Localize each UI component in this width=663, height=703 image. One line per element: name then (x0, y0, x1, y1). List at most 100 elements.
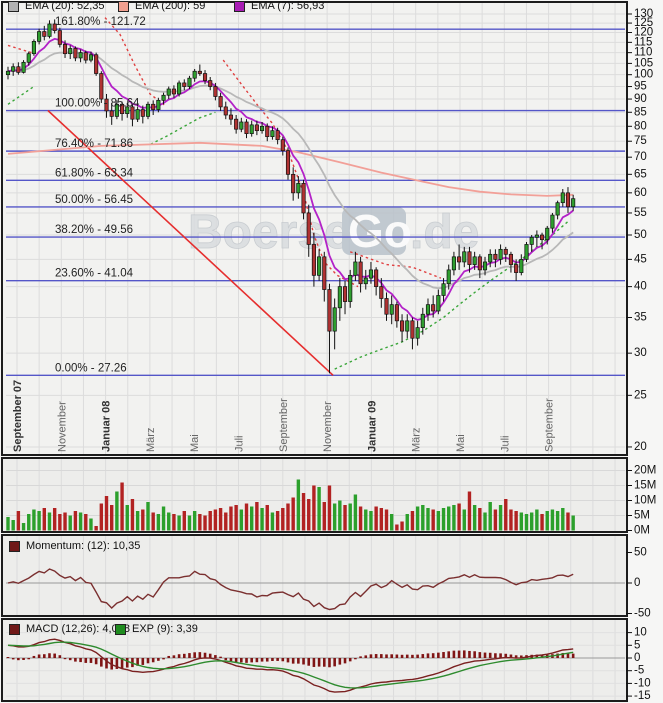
volume-tick-label: 10M (634, 495, 656, 507)
x-axis-label: Mai (455, 434, 467, 452)
ema200-label: EMA (200): 59 (135, 0, 206, 12)
volume-tick-label: 20M (634, 465, 656, 477)
momentum-label: Momentum: (12): 10,35 (26, 540, 141, 552)
volume-tick-label: 5M (634, 510, 650, 522)
macd-tick-label: -15 (634, 690, 651, 702)
vertical-gridlines (16, 3, 616, 700)
main-legend: EMA (20): 52,35 EMA (200): 59 EMA (7): 5… (0, 0, 663, 13)
momentum-tick-label: 50 (634, 547, 647, 559)
momentum-swatch (9, 540, 20, 552)
price-tick-label: 100 (634, 69, 653, 81)
x-axis-label: September (544, 398, 556, 452)
exp-label: EXP (9): 3,39 (132, 623, 198, 635)
x-axis-label: Januar 09 (366, 401, 378, 452)
watermark-text-pre: Boerse (188, 206, 351, 259)
fib-label: 76.40% - 71.86 (55, 138, 133, 150)
exp-swatch (115, 623, 126, 635)
price-tick-label: 20 (634, 441, 647, 453)
x-axis-label: November (322, 401, 334, 452)
price-tick-label: 50 (634, 229, 647, 241)
ema7-label: EMA (7): 56,93 (251, 0, 325, 12)
macd-line (7, 638, 574, 693)
x-axis-label: März (145, 428, 157, 452)
momentum-tick-label: 0 (634, 577, 640, 589)
x-axis-label: November (56, 401, 68, 452)
price-tick-label: 25 (634, 389, 647, 401)
watermark-text-post: .de (410, 206, 479, 259)
x-axis-label: Mai (189, 434, 201, 452)
series-layer (5, 17, 625, 693)
red-dotted-trailing-line (349, 251, 442, 279)
ema20-label: EMA (20): 52,35 (25, 0, 105, 12)
momentum-tick-label: -50 (634, 608, 651, 620)
price-tick-label: 40 (634, 281, 647, 293)
ema200-line (7, 141, 574, 197)
legend-item-ema200: EMA (200): 59 (118, 0, 205, 12)
mac-panel-frame (1, 618, 628, 702)
price-tick-label: 60 (634, 187, 647, 199)
price-tick-label: 105 (634, 57, 653, 69)
fib-label: 61.80% - 63.34 (55, 167, 134, 179)
watermark-badge (342, 207, 406, 255)
legend-item-macd: MACD (12,26): 4,028 (9, 623, 130, 635)
green-dotted-trailing-line (150, 111, 216, 145)
momentum-legend: Momentum: (12): 10,35 (0, 540, 663, 553)
red-dotted-trailing-line (222, 59, 359, 288)
fib-label: 38.20% - 49.56 (55, 224, 133, 236)
price-tick-label: 35 (634, 312, 647, 324)
ema20-line (7, 51, 574, 290)
macd-tick-label: 0 (634, 652, 640, 664)
price-tick-label: 45 (634, 253, 647, 265)
candlestick-series (5, 19, 576, 374)
macd-signal-line (7, 641, 574, 689)
price-tick-label: 75 (634, 135, 647, 147)
macd-legend: MACD (12,26): 4,028 EXP (9): 3,39 (0, 623, 663, 636)
x-axis-label: September 07 (12, 380, 24, 452)
vol-panel-frame (1, 457, 628, 533)
macd-tick-label: 5 (634, 639, 640, 651)
price-tick-label: 90 (634, 93, 647, 105)
fibonacci-lines (6, 28, 625, 377)
legend-item-exp: EXP (9): 3,39 (115, 623, 198, 635)
watermark-text-badge: Go (348, 205, 412, 257)
green-dotted-trailing-line (334, 220, 569, 370)
legend-item-ema7: EMA (7): 56,93 (234, 0, 324, 12)
price-tick-label: 80 (634, 120, 647, 132)
ema7-swatch (234, 0, 245, 12)
price-tick-label: 65 (634, 168, 647, 180)
x-axis-label: September (278, 398, 290, 452)
volume-tick-label: 0M (634, 525, 650, 537)
x-axis-label: Januar 08 (101, 401, 113, 452)
fib-label: 100.00% - 85.64 (55, 98, 140, 110)
price-tick-label: 70 (634, 151, 647, 163)
price-tick-label: 110 (634, 47, 652, 59)
x-axis-label: Juli (499, 435, 511, 452)
price-tick-label: 130 (634, 8, 653, 20)
macd-swatch (9, 623, 20, 635)
price-tick-label: 95 (634, 81, 647, 93)
legend-item-ema20: EMA (20): 52,35 (8, 0, 105, 12)
price-tick-label: 115 (634, 36, 652, 48)
main-panel-frame (1, 1, 628, 456)
mom-panel-frame (1, 534, 628, 617)
fib-label: 50.00% - 56.45 (55, 194, 133, 206)
price-tick-label: 120 (634, 27, 653, 39)
ema200-swatch (118, 0, 129, 12)
price-tick-label: 125 (634, 17, 653, 29)
x-axis-label: März (411, 428, 423, 452)
macd-label: MACD (12,26): 4,028 (26, 623, 130, 635)
price-tick-label: 30 (634, 347, 647, 359)
volume-bars (6, 479, 575, 531)
price-tick-label: 55 (634, 207, 647, 219)
momentum-line (7, 568, 574, 611)
red-dotted-trailing-line (7, 44, 32, 54)
fib-label: 161.80% - 121.72 (55, 16, 146, 28)
legend-item-momentum: Momentum: (12): 10,35 (9, 540, 140, 552)
fib-label: 0.00% - 27.26 (55, 362, 127, 374)
red-dotted-trailing-line (104, 17, 166, 107)
macd-tick-label: -10 (634, 677, 651, 689)
price-tick-label: 85 (634, 106, 647, 118)
